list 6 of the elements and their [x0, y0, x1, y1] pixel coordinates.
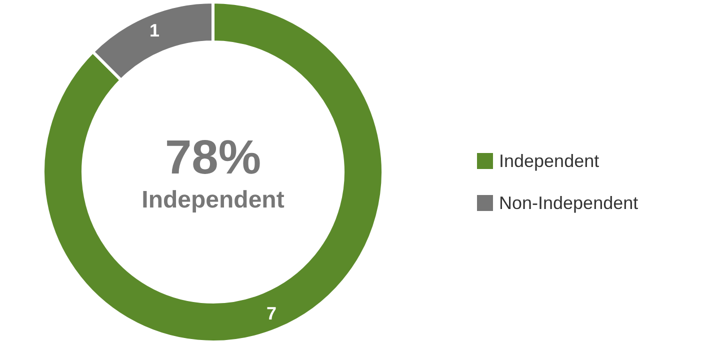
legend-label: Non-Independent	[499, 193, 638, 213]
text: Independent	[142, 186, 284, 214]
data-label: 1	[149, 20, 160, 41]
legend-label: Independent	[499, 151, 600, 171]
data-label: 7	[266, 303, 277, 324]
text: 78%	[164, 132, 262, 184]
